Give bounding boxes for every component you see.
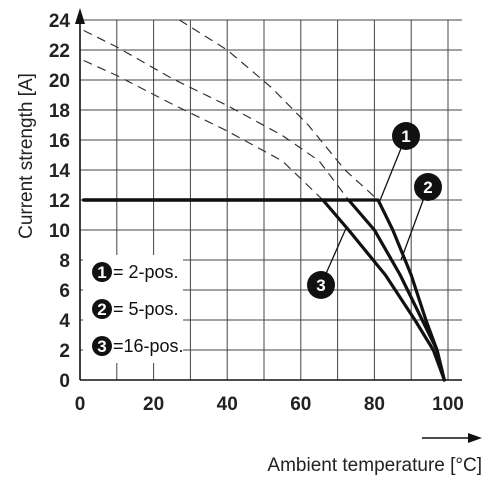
legend-label: =16-pos. — [113, 336, 184, 356]
y-tick-label: 8 — [59, 251, 70, 272]
solid-curves — [82, 198, 446, 382]
y-tick-label: 18 — [49, 101, 70, 122]
y-tick-label: 22 — [49, 41, 70, 62]
dashed-curves — [83, 19, 379, 201]
curve-badge — [307, 271, 335, 299]
y-tick-label: 14 — [49, 161, 71, 182]
x-tick-label: 0 — [75, 394, 86, 415]
curve-badge — [392, 122, 420, 150]
y-tick-label: 24 — [49, 11, 71, 32]
legend: 1 = 2-pos. 2 = 5-pos. 3 =16-pos. — [83, 255, 184, 363]
y-tick-label: 4 — [59, 311, 70, 332]
x-tick-label: 60 — [290, 394, 311, 415]
y-axis-arrow — [75, 8, 85, 24]
legend-label: = 5-pos. — [113, 299, 179, 319]
legend-item: 3 =16-pos. — [92, 336, 184, 356]
series-line — [82, 198, 446, 382]
y-tick-label: 16 — [49, 131, 70, 152]
series-dashed-line — [83, 29, 350, 201]
legend-badge-label: 1 — [97, 263, 106, 282]
y-tick-label: 12 — [49, 191, 70, 212]
curve-badge-label: 1 — [401, 127, 410, 146]
curve-badge — [414, 173, 442, 201]
series-dashed-line — [83, 59, 324, 201]
x-tick-label: 100 — [432, 394, 464, 415]
curve-badge-label: 3 — [316, 276, 325, 295]
y-tick-label: 10 — [49, 221, 70, 242]
curve-badge-label: 2 — [423, 178, 432, 197]
x-axis-title: Ambient temperature [°C] — [267, 455, 482, 476]
legend-label: = 2-pos. — [113, 262, 179, 282]
x-tick-label: 40 — [217, 394, 238, 415]
curve-callouts: 1 2 3 — [307, 122, 442, 299]
axes — [75, 8, 482, 443]
legend-badge-label: 3 — [97, 337, 106, 356]
y-tick-label: 0 — [59, 371, 70, 392]
series-line — [82, 198, 446, 382]
x-tick-label: 20 — [143, 394, 164, 415]
legend-badge — [92, 336, 112, 356]
series-dashed-line — [179, 19, 379, 201]
y-axis-title: Current strength [A] — [16, 73, 37, 239]
legend-badge-label: 2 — [97, 300, 106, 319]
legend-item: 2 = 5-pos. — [92, 299, 179, 319]
legend-badge — [92, 262, 112, 282]
legend-item: 1 = 2-pos. — [92, 262, 179, 282]
y-tick-label: 6 — [59, 281, 70, 302]
y-tick-label: 2 — [59, 341, 70, 362]
legend-badge — [92, 299, 112, 319]
x-tick-label: 80 — [364, 394, 385, 415]
x-direction-arrow-head — [468, 433, 482, 443]
y-tick-label: 20 — [49, 71, 70, 92]
